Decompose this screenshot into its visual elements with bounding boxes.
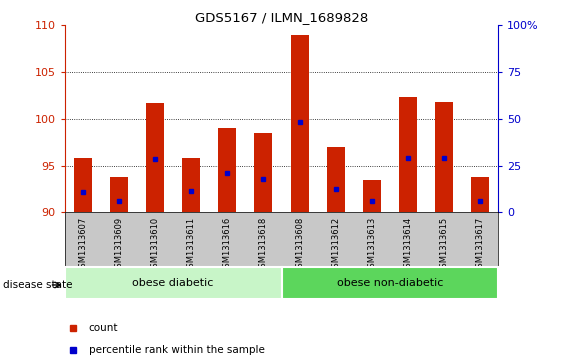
Text: percentile rank within the sample: percentile rank within the sample — [88, 345, 265, 355]
Bar — [254, 133, 272, 212]
Text: GSM1313614: GSM1313614 — [404, 217, 413, 273]
Bar — [399, 97, 417, 212]
Text: GSM1313608: GSM1313608 — [295, 217, 304, 273]
Text: GSM1313612: GSM1313612 — [331, 217, 340, 273]
Text: GSM1313613: GSM1313613 — [367, 217, 376, 273]
Text: GSM1313607: GSM1313607 — [78, 217, 87, 273]
Text: GSM1313610: GSM1313610 — [150, 217, 159, 273]
Text: GSM1313615: GSM1313615 — [440, 217, 449, 273]
Bar — [327, 147, 345, 212]
Bar — [110, 177, 128, 212]
Text: GSM1313611: GSM1313611 — [187, 217, 196, 273]
Bar — [74, 158, 92, 212]
Text: obese non-diabetic: obese non-diabetic — [337, 278, 443, 288]
Title: GDS5167 / ILMN_1689828: GDS5167 / ILMN_1689828 — [195, 11, 368, 24]
Bar — [218, 128, 236, 212]
Text: count: count — [88, 323, 118, 333]
Bar — [363, 180, 381, 212]
Bar — [291, 35, 309, 212]
Text: GSM1313609: GSM1313609 — [114, 217, 123, 273]
Bar — [282, 267, 498, 299]
Text: GSM1313616: GSM1313616 — [223, 217, 232, 273]
Bar — [65, 267, 282, 299]
Bar — [182, 158, 200, 212]
Bar — [471, 177, 489, 212]
Bar — [146, 103, 164, 212]
Text: GSM1313618: GSM1313618 — [259, 217, 268, 273]
Text: GSM1313617: GSM1313617 — [476, 217, 485, 273]
Text: obese diabetic: obese diabetic — [132, 278, 214, 288]
Text: disease state: disease state — [3, 280, 72, 290]
Bar — [435, 102, 453, 212]
